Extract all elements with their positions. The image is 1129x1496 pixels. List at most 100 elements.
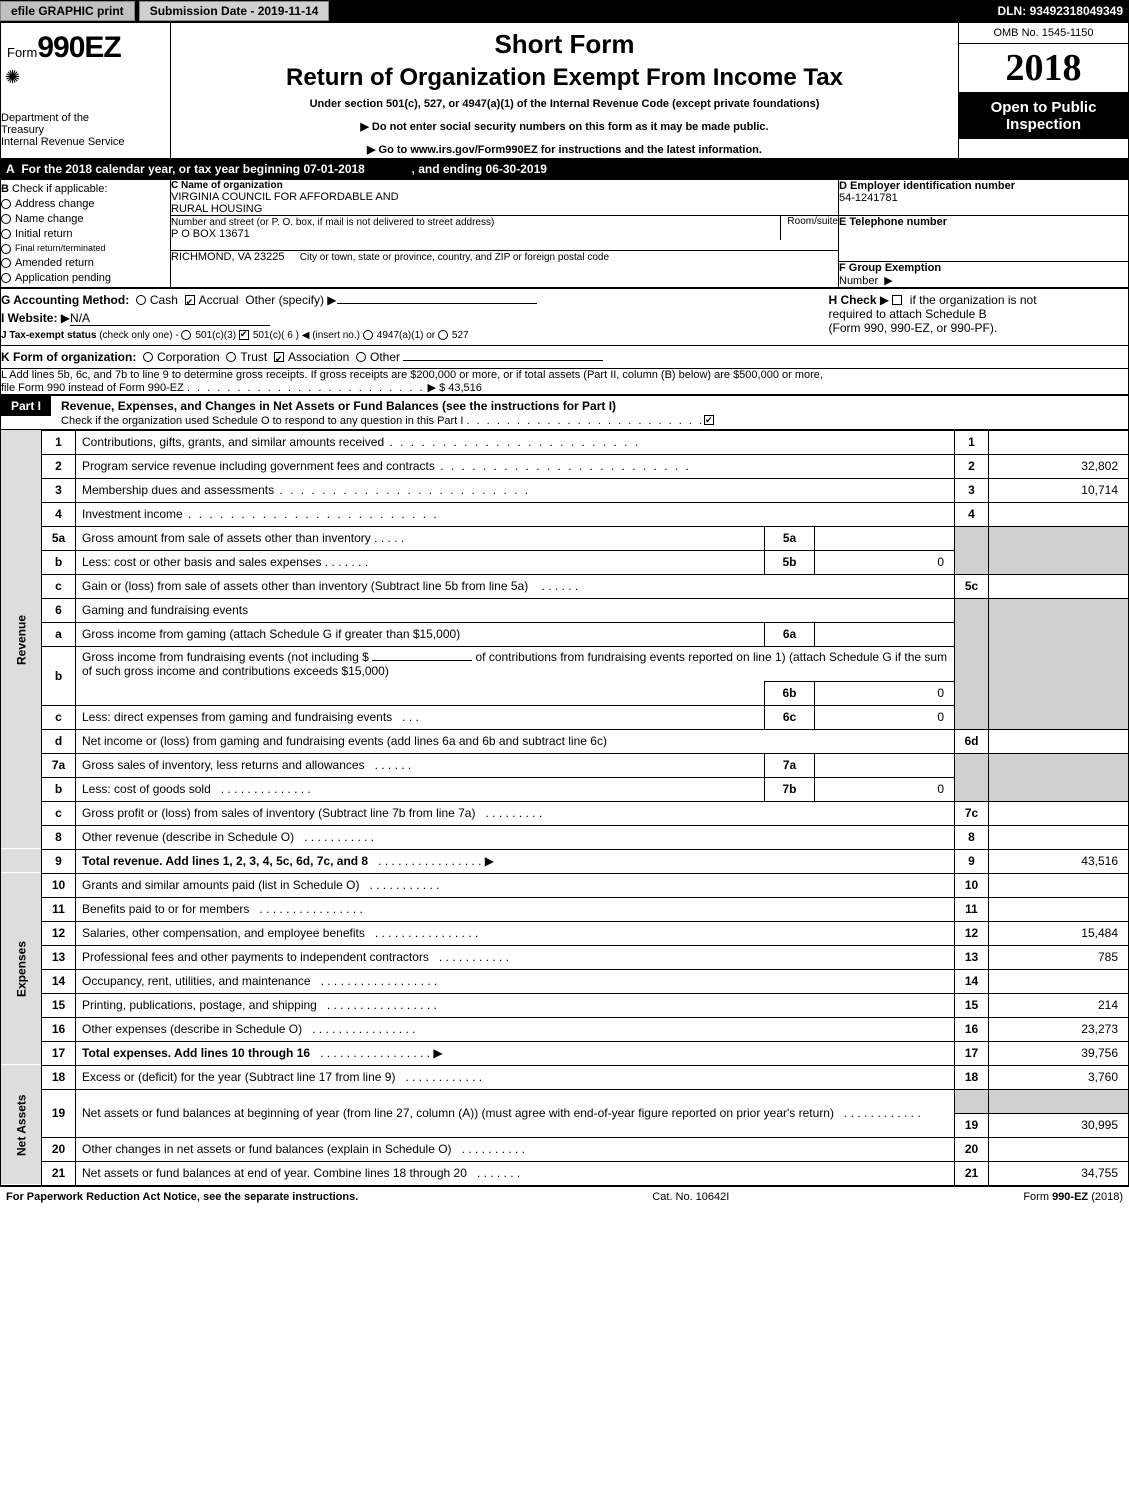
check-name-change[interactable]: Name change xyxy=(1,213,170,225)
line-a-begin: For the 2018 calendar year, or tax year … xyxy=(21,162,365,176)
line-10-amount xyxy=(989,873,1129,897)
accounting-accrual-check[interactable] xyxy=(185,295,195,305)
line-6b-sub: 6b xyxy=(765,681,815,705)
line-6a-subamt xyxy=(815,622,955,646)
treasury-seal-icon: ✺ xyxy=(1,67,170,88)
tax-year: 2018 xyxy=(959,44,1128,92)
line-9-amount: 43,516 xyxy=(989,849,1129,873)
j-501c3-radio[interactable] xyxy=(181,330,191,340)
line-6c-desc: Less: direct expenses from gaming and fu… xyxy=(76,705,765,729)
line-11-desc: Benefits paid to or for members . . . . … xyxy=(76,897,955,921)
line-8-num: 8 xyxy=(42,825,76,849)
section-j: J Tax-exempt status (check only one) - 5… xyxy=(1,330,829,341)
line-17-box: 17 xyxy=(955,1041,989,1065)
k-assoc-check[interactable] xyxy=(274,352,284,362)
ein-value: 54-1241781 xyxy=(839,192,1128,204)
dept-line1: Department of the xyxy=(1,112,170,124)
efile-print-button[interactable]: efile GRAPHIC print xyxy=(0,1,135,21)
check-amended-return[interactable]: Amended return xyxy=(1,257,170,269)
org-name-2: RURAL HOUSING xyxy=(171,203,838,215)
line-15-amount: 214 xyxy=(989,993,1129,1017)
line-6d-desc: Net income or (loss) from gaming and fun… xyxy=(76,729,955,753)
line-6a-num: a xyxy=(42,622,76,646)
line-3-desc: Membership dues and assessments xyxy=(76,478,955,502)
line-6a-sub: 6a xyxy=(765,622,815,646)
omb-number: OMB No. 1545-1150 xyxy=(959,23,1128,44)
goto-link[interactable]: Go to www.irs.gov/Form990EZ for instruct… xyxy=(181,143,948,156)
k-assoc-label: Association xyxy=(288,350,349,364)
accounting-cash-radio[interactable] xyxy=(136,295,146,305)
j-527-radio[interactable] xyxy=(438,330,448,340)
j-527-label: 527 xyxy=(452,330,469,341)
line-19-amount: 30,995 xyxy=(989,1113,1129,1137)
line-7b-subamt: 0 xyxy=(815,777,955,801)
line-16-desc: Other expenses (describe in Schedule O) … xyxy=(76,1017,955,1041)
k-trust-label: Trust xyxy=(240,350,267,364)
line-11-num: 11 xyxy=(42,897,76,921)
accounting-other-label: Other (specify) xyxy=(245,293,324,307)
check-address-change[interactable]: Address change xyxy=(1,198,170,210)
line-a-end: , and ending 06-30-2019 xyxy=(412,162,547,176)
k-other-radio[interactable] xyxy=(356,352,366,362)
section-i: I Website: ▶N/A xyxy=(1,311,829,326)
line-5c-box: 5c xyxy=(955,574,989,598)
section-l-text2: file Form 990 instead of Form 990-EZ xyxy=(1,382,184,394)
netassets-sidebar: Net Assets xyxy=(1,1065,42,1185)
j-501c3-label: 501(c)(3) xyxy=(195,330,236,341)
line-6b-desc1: Gross income from fundraising events (no… xyxy=(76,646,955,681)
line-20-amount xyxy=(989,1137,1129,1161)
line-6-num: 6 xyxy=(42,598,76,622)
line-8-desc: Other revenue (describe in Schedule O) .… xyxy=(76,825,955,849)
line-19-greybox xyxy=(955,1089,989,1113)
dept-line3: Internal Revenue Service xyxy=(1,136,170,148)
footer-mid: Cat. No. 10642I xyxy=(652,1191,729,1203)
line-4-desc: Investment income xyxy=(76,502,955,526)
k-corp-radio[interactable] xyxy=(143,352,153,362)
j-501c-check[interactable] xyxy=(239,330,249,340)
line-5ab-greybox xyxy=(955,526,989,574)
line-8-box: 8 xyxy=(955,825,989,849)
org-name-1: VIRGINIA COUNCIL FOR AFFORDABLE AND xyxy=(171,191,838,203)
section-g: G Accounting Method: Cash Accrual Other … xyxy=(1,293,829,307)
part1-sub: Check if the organization used Schedule … xyxy=(61,415,463,427)
footer-left: For Paperwork Reduction Act Notice, see … xyxy=(6,1191,358,1203)
section-h-check[interactable] xyxy=(892,295,902,305)
section-e-label: E Telephone number xyxy=(839,216,947,228)
line-13-num: 13 xyxy=(42,945,76,969)
line-7c-desc: Gross profit or (loss) from sales of inv… xyxy=(76,801,955,825)
section-l-text: L Add lines 5b, 6c, and 7b to line 9 to … xyxy=(1,369,823,381)
line-12-desc: Salaries, other compensation, and employ… xyxy=(76,921,955,945)
line-9-desc: Total revenue. Add lines 1, 2, 3, 4, 5c,… xyxy=(76,849,955,873)
check-application-pending[interactable]: Application pending xyxy=(1,272,170,284)
line-16-box: 16 xyxy=(955,1017,989,1041)
line-11-amount xyxy=(989,897,1129,921)
check-initial-return[interactable]: Initial return xyxy=(1,228,170,240)
line-7c-box: 7c xyxy=(955,801,989,825)
line-11-box: 11 xyxy=(955,897,989,921)
section-j-note: (check only one) - xyxy=(99,330,178,341)
line-4-box: 4 xyxy=(955,502,989,526)
line-19-num: 19 xyxy=(42,1089,76,1137)
line-20-num: 20 xyxy=(42,1137,76,1161)
line-14-num: 14 xyxy=(42,969,76,993)
form-prefix: Form xyxy=(7,45,37,60)
section-k-label: K Form of organization: xyxy=(1,350,136,364)
form-number: Form990EZ xyxy=(1,23,170,67)
line-6c-sub: 6c xyxy=(765,705,815,729)
k-other-label: Other xyxy=(370,350,400,364)
submission-date: Submission Date - 2019-11-14 xyxy=(139,1,330,21)
j-4947-radio[interactable] xyxy=(363,330,373,340)
accounting-other-input[interactable] xyxy=(337,303,537,304)
k-other-input[interactable] xyxy=(403,360,603,361)
line-19-greyamt xyxy=(989,1089,1129,1113)
line-12-amount: 15,484 xyxy=(989,921,1129,945)
part1-title: Revenue, Expenses, and Changes in Net As… xyxy=(61,396,734,413)
check-name-change-label: Name change xyxy=(15,213,84,225)
line-18-desc: Excess or (deficit) for the year (Subtra… xyxy=(76,1065,955,1089)
line-6b-subamt: 0 xyxy=(815,681,955,705)
line-5a-subamt xyxy=(815,526,955,550)
line-6b-input[interactable] xyxy=(372,660,472,661)
k-trust-radio[interactable] xyxy=(226,352,236,362)
part1-schedule-o-check[interactable] xyxy=(704,415,714,425)
check-final-return[interactable]: Final return/terminated xyxy=(1,243,170,254)
